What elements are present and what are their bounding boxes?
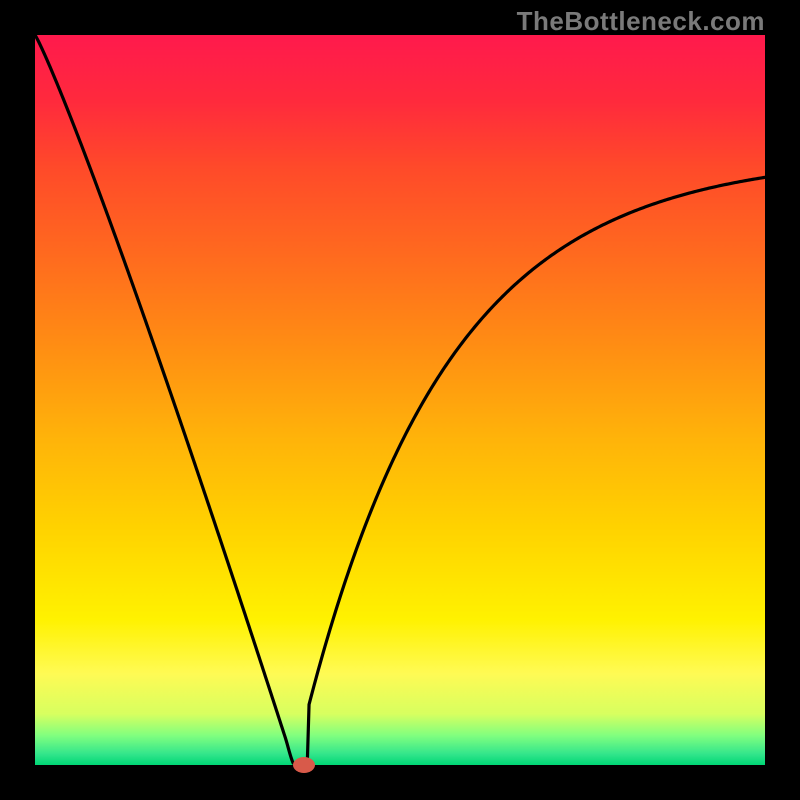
bottleneck-curve [0, 0, 800, 800]
chart-container: TheBottleneck.com [0, 0, 800, 800]
curve-path [35, 35, 765, 764]
optimum-marker [293, 757, 315, 773]
